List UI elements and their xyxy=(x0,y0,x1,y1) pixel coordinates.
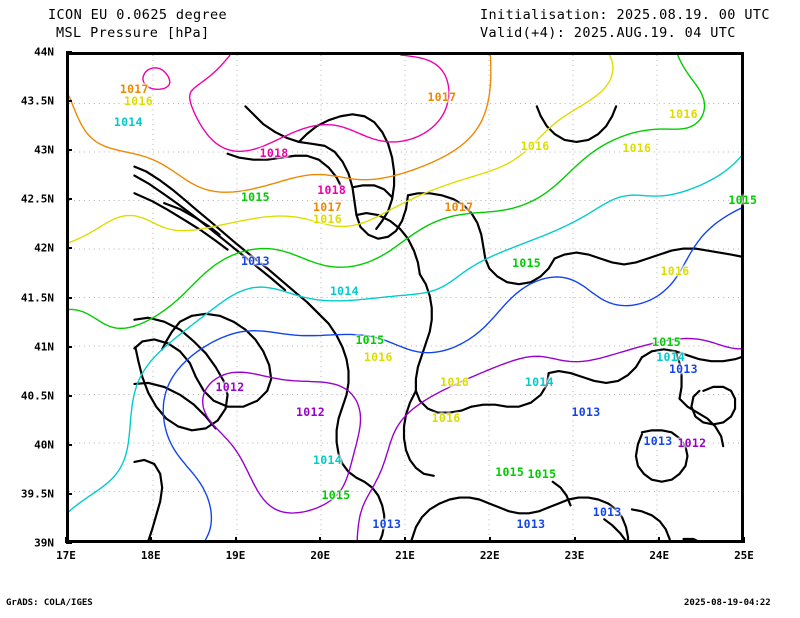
contour-label-1012: 1012 xyxy=(296,404,325,419)
contour-label-1015: 1015 xyxy=(240,190,270,205)
contour-label-1013: 1013 xyxy=(372,517,402,532)
y-axis-tick-label: 41N xyxy=(34,340,54,354)
contour-label-1015: 1015 xyxy=(321,487,351,502)
y-axis-tick-label: 44N xyxy=(34,45,54,59)
credit-label: GrADS: COLA/IGES xyxy=(6,598,93,608)
contour-label-1014: 1014 xyxy=(313,452,342,467)
contour-label-1017: 1017 xyxy=(427,90,457,105)
y-axis-tick-label: 43N xyxy=(34,143,54,157)
y-axis-tick-mark xyxy=(66,149,72,152)
isobar-1016 xyxy=(69,55,614,244)
model-title: ICON EU 0.0625 degree xyxy=(48,7,228,23)
x-axis-tick-mark xyxy=(488,537,491,543)
isobar-1015 xyxy=(69,55,706,330)
contour-label-1013: 1013 xyxy=(592,504,622,519)
x-axis-tick-mark xyxy=(234,537,237,543)
y-axis-tick-mark xyxy=(66,394,72,397)
contour-label-1014: 1014 xyxy=(329,283,359,298)
contour-label-1017: 1017 xyxy=(313,200,342,215)
contour-label-1013: 1013 xyxy=(516,517,546,532)
contour-label-1016: 1016 xyxy=(313,212,342,226)
isobar-1012 xyxy=(202,371,362,514)
y-axis-tick-label: 39N xyxy=(34,536,54,550)
contour-label-1015: 1015 xyxy=(527,467,557,482)
x-axis-tick-label: 25E xyxy=(734,549,754,562)
y-axis-tick-mark xyxy=(66,100,72,103)
contour-label-1016: 1016 xyxy=(668,106,698,121)
x-axis-tick-label: 22E xyxy=(479,549,500,562)
y-axis-tick-label: 39.5N xyxy=(20,487,54,501)
contour-label-1015: 1015 xyxy=(728,193,758,208)
y-axis-tick-mark xyxy=(66,492,72,495)
contour-label-1012: 1012 xyxy=(215,379,245,394)
contour-label-1012: 1012 xyxy=(677,435,707,450)
contour-label-1016: 1016 xyxy=(622,141,652,156)
contour-label-1013: 1013 xyxy=(643,433,673,448)
x-axis-tick-mark xyxy=(743,537,745,543)
contour-label-1015: 1015 xyxy=(512,256,542,271)
contour-label-1018: 1018 xyxy=(317,182,347,197)
x-axis-tick-mark xyxy=(658,537,661,543)
contour-label-1013: 1013 xyxy=(668,362,698,377)
y-axis-tick-mark xyxy=(66,443,72,446)
x-axis-tick-label: 19E xyxy=(225,549,246,562)
y-axis-tick-label: 42.5N xyxy=(20,192,54,206)
y-axis-tick-mark xyxy=(66,296,72,299)
contour-label-1016: 1016 xyxy=(124,94,153,109)
contour-label-1015: 1015 xyxy=(495,465,525,480)
isobar-1018 xyxy=(142,67,171,90)
y-axis-tick-mark xyxy=(66,345,72,348)
y-axis-tick-label: 43.5N xyxy=(20,94,54,108)
x-axis-tick-mark xyxy=(149,537,152,543)
map-plot-area: 1017 1016 1014 1017 1016 1016 1016 1018 1015 1018… xyxy=(66,52,757,543)
contour-label-1016: 1016 xyxy=(363,349,393,364)
grid-lines xyxy=(69,55,741,540)
contour-label-1016: 1016 xyxy=(660,264,690,278)
contour-label-1014: 1014 xyxy=(656,349,686,364)
contour-label-1016: 1016 xyxy=(520,139,550,154)
timestamp-label: 2025-08-19-04:22 xyxy=(684,598,771,608)
contour-label-1016: 1016 xyxy=(440,375,470,389)
y-axis-tick-mark xyxy=(66,542,72,544)
valid-time-label: Valid(+4): 2025.AUG.19. 04 UTC xyxy=(480,25,736,41)
x-axis-tick-label: 24E xyxy=(649,549,670,562)
x-axis-tick-label: 18E xyxy=(140,549,161,562)
x-axis-tick-label: 21E xyxy=(395,549,415,562)
x-axis-tick-label: 17E xyxy=(56,549,76,562)
y-axis-tick-mark xyxy=(66,247,72,250)
variable-title: MSL Pressure [hPa] xyxy=(56,25,210,41)
contour-label-1014: 1014 xyxy=(524,375,554,389)
x-axis-tick-label: 20E xyxy=(310,549,331,562)
isobar-1012 xyxy=(356,337,741,540)
x-axis-tick-mark xyxy=(573,537,576,543)
isobar-1017 xyxy=(69,55,492,193)
contour-label-1013: 1013 xyxy=(240,254,270,269)
contour-label-1015: 1015 xyxy=(652,334,681,349)
contour-map-svg xyxy=(69,55,741,540)
y-axis-tick-label: 40N xyxy=(34,438,54,452)
contour-label-1018: 1018 xyxy=(259,146,289,161)
x-axis-tick-mark xyxy=(65,537,67,543)
isobar-1013 xyxy=(162,207,741,540)
contour-label-1017: 1017 xyxy=(444,200,474,215)
x-axis-tick-label: 23E xyxy=(564,549,585,562)
initialisation-label: Initialisation: 2025.08.19. 00 UTC xyxy=(480,7,770,23)
contour-layer xyxy=(69,55,741,540)
x-axis-tick-mark xyxy=(404,537,406,543)
y-axis-tick-mark xyxy=(66,198,72,201)
contour-label-1016: 1016 xyxy=(431,411,461,426)
coastline-layer xyxy=(133,105,741,540)
contour-label-1013: 1013 xyxy=(571,405,601,420)
isobar-1018 xyxy=(188,55,450,152)
y-axis-tick-mark xyxy=(66,51,72,53)
contour-label-1015: 1015 xyxy=(355,332,385,347)
contour-label-1014: 1014 xyxy=(113,114,143,129)
y-axis-tick-label: 42N xyxy=(34,241,54,255)
isobar-1014 xyxy=(69,155,741,513)
contour-label-1017: 1017 xyxy=(119,82,149,97)
x-axis-tick-mark xyxy=(319,537,322,543)
y-axis-tick-label: 41.5N xyxy=(20,291,54,304)
y-axis-tick-label: 40.5N xyxy=(20,389,54,403)
